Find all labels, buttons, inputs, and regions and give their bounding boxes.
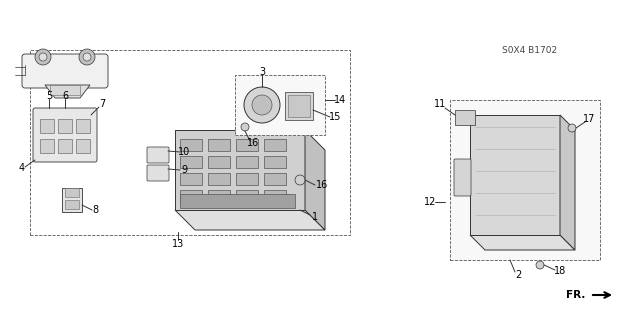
Circle shape (39, 53, 47, 61)
Circle shape (79, 49, 95, 65)
Bar (236, 139, 258, 151)
Text: S0X4 B1702: S0X4 B1702 (502, 45, 557, 54)
Text: 16: 16 (316, 180, 328, 190)
Text: 15: 15 (329, 112, 341, 122)
Circle shape (241, 123, 249, 131)
FancyBboxPatch shape (454, 159, 471, 196)
FancyBboxPatch shape (147, 147, 169, 163)
Polygon shape (45, 85, 90, 98)
Text: FR.: FR. (566, 290, 585, 300)
Bar (76, 119, 90, 133)
Bar (76, 139, 90, 153)
Circle shape (295, 175, 305, 185)
Polygon shape (175, 130, 305, 210)
Text: 5: 5 (46, 91, 52, 101)
Bar (285, 92, 313, 120)
Text: 17: 17 (583, 114, 595, 124)
Text: 18: 18 (554, 266, 566, 276)
Text: 2: 2 (515, 270, 521, 280)
Text: 14: 14 (334, 95, 346, 105)
Bar (236, 156, 258, 168)
Bar (235, 75, 325, 135)
Text: 13: 13 (172, 239, 184, 249)
Circle shape (536, 261, 544, 269)
Bar (40, 119, 54, 133)
Bar (40, 139, 54, 153)
Bar (65, 200, 79, 209)
Bar (236, 173, 258, 185)
Bar (208, 190, 230, 202)
Text: 1: 1 (312, 212, 318, 222)
Bar (288, 95, 310, 117)
Polygon shape (470, 235, 575, 250)
Text: 6: 6 (62, 91, 68, 101)
Bar (264, 190, 286, 202)
FancyBboxPatch shape (33, 108, 97, 162)
Polygon shape (560, 115, 575, 250)
Bar (180, 173, 202, 185)
Text: 9: 9 (181, 165, 187, 175)
Polygon shape (175, 210, 325, 230)
Bar (180, 190, 202, 202)
FancyBboxPatch shape (22, 54, 108, 88)
Bar (65, 188, 79, 197)
Bar (450, 100, 600, 260)
Text: 11: 11 (434, 99, 446, 109)
Bar (236, 190, 258, 202)
Bar (264, 156, 286, 168)
Bar (455, 110, 475, 125)
Bar (264, 139, 286, 151)
Bar (58, 119, 72, 133)
Text: 12: 12 (424, 197, 436, 207)
Bar (58, 139, 72, 153)
Polygon shape (470, 115, 560, 235)
Bar (180, 139, 202, 151)
Bar (180, 194, 295, 208)
Circle shape (244, 87, 280, 123)
Text: 7: 7 (99, 99, 105, 109)
Bar (50, 85, 80, 95)
Text: 10: 10 (178, 147, 190, 157)
Text: 8: 8 (92, 205, 98, 215)
Text: 3: 3 (259, 67, 265, 77)
Circle shape (568, 124, 576, 132)
Bar (208, 173, 230, 185)
Circle shape (252, 95, 272, 115)
Bar (62, 188, 82, 212)
Text: 16: 16 (247, 138, 259, 148)
Bar (180, 156, 202, 168)
Text: 4: 4 (19, 163, 25, 173)
Circle shape (35, 49, 51, 65)
Bar (208, 156, 230, 168)
Circle shape (83, 53, 91, 61)
Bar (208, 139, 230, 151)
Bar (264, 173, 286, 185)
FancyBboxPatch shape (147, 165, 169, 181)
Polygon shape (305, 130, 325, 230)
